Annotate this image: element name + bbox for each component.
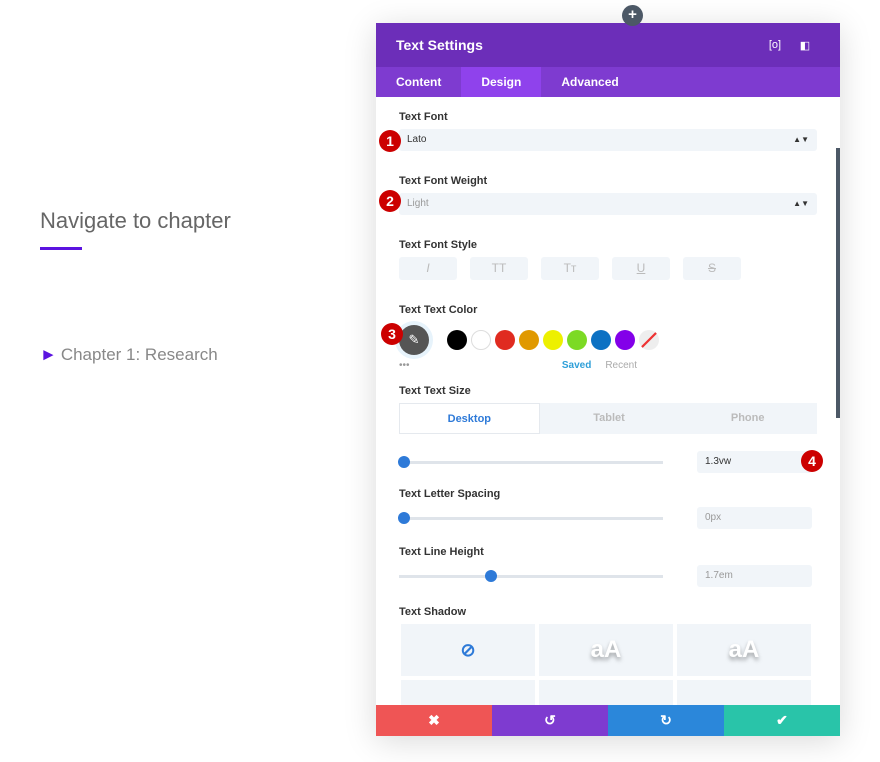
shadow-preset[interactable]: aA	[677, 624, 811, 676]
shadow-preset[interactable]: aA	[539, 624, 673, 676]
add-button[interactable]: +	[622, 5, 643, 26]
italic-button[interactable]: I	[399, 257, 457, 280]
letter-spacing-slider[interactable]	[398, 511, 663, 524]
text-color-label: Text Text Color	[399, 304, 478, 316]
step-badge: 3	[381, 323, 403, 345]
tab-design[interactable]: Design	[461, 67, 542, 97]
strikethrough-button[interactable]: S	[683, 257, 741, 280]
recent-tab[interactable]: Recent	[605, 360, 637, 371]
swatch-blue[interactable]	[591, 330, 611, 350]
swatch-yellow[interactable]	[543, 330, 563, 350]
undo-button[interactable]: ↺	[492, 705, 608, 736]
cancel-button[interactable]: ✖	[376, 705, 492, 736]
eyedropper-icon[interactable]: ✎	[399, 325, 429, 355]
swatch-purple[interactable]	[615, 330, 635, 350]
shadow-preset[interactable]	[539, 680, 673, 705]
text-size-input[interactable]: 1.3vw	[697, 451, 812, 473]
modal-title: Text Settings	[396, 37, 483, 53]
text-size-label: Text Text Size	[399, 385, 471, 397]
title-underline	[40, 247, 82, 250]
font-style-buttons: I TT Tт U S	[399, 257, 817, 280]
underline-button[interactable]: U	[612, 257, 670, 280]
text-settings-modal: Text Settings [o] ◧ Content Design Advan…	[376, 23, 840, 736]
slider-handle[interactable]	[485, 569, 498, 582]
page-title: Navigate to chapter	[40, 208, 231, 233]
no-shadow-icon[interactable]: ⊘	[401, 624, 535, 676]
text-font-weight-value: Light	[407, 198, 429, 209]
text-font-style-label: Text Font Style	[399, 239, 478, 251]
select-arrows-icon: ▲▼	[793, 135, 809, 144]
modal-footer: ✖ ↺ ↻ ✔	[376, 705, 840, 736]
letter-spacing-label: Text Letter Spacing	[399, 488, 501, 500]
smallcaps-button[interactable]: Tт	[541, 257, 599, 280]
shadow-preset[interactable]	[677, 680, 811, 705]
select-arrows-icon: ▲▼	[793, 199, 809, 208]
swatch-orange[interactable]	[519, 330, 539, 350]
line-height-input[interactable]: 1.7em	[697, 565, 812, 587]
saved-tab[interactable]: Saved	[561, 360, 592, 371]
step-badge: 4	[801, 450, 823, 472]
text-font-weight-label: Text Font Weight	[399, 175, 488, 187]
text-font-value: Lato	[407, 134, 427, 145]
device-phone[interactable]: Phone	[730, 412, 765, 424]
sidebar-icon[interactable]: ◧	[799, 39, 811, 52]
swatch-none[interactable]	[639, 330, 659, 350]
swatch-red[interactable]	[495, 330, 515, 350]
more-icon[interactable]: •••	[399, 360, 410, 371]
fullscreen-icon[interactable]: [o]	[768, 39, 782, 51]
slider-handle[interactable]	[398, 455, 411, 468]
settings-body: Text Font Lato ▲▼ Text Font Weight Light ▲…	[376, 97, 840, 705]
text-font-weight-select[interactable]: Light ▲▼	[399, 193, 817, 215]
shadow-preset[interactable]	[401, 680, 535, 705]
tab-advanced[interactable]: Advanced	[561, 75, 619, 89]
device-desktop[interactable]: Desktop	[399, 403, 540, 434]
text-shadow-label: Text Shadow	[399, 606, 467, 618]
line-height-slider[interactable]	[399, 569, 663, 582]
modal-header: Text Settings [o] ◧	[376, 23, 840, 67]
device-tabs: Desktop Tablet Phone	[399, 403, 817, 434]
text-font-label: Text Font	[399, 111, 448, 123]
swatch-white[interactable]	[471, 330, 491, 350]
device-tablet[interactable]: Tablet	[593, 412, 625, 424]
swatch-green[interactable]	[567, 330, 587, 350]
triangle-right-icon: ►	[40, 345, 57, 364]
line-height-label: Text Line Height	[399, 546, 484, 558]
step-badge: 2	[379, 190, 401, 212]
save-button[interactable]: ✔	[724, 705, 840, 736]
text-size-slider[interactable]	[398, 455, 663, 468]
text-font-select[interactable]: Lato ▲▼	[399, 129, 817, 151]
redo-button[interactable]: ↻	[608, 705, 724, 736]
color-swatches: ✎	[399, 322, 817, 358]
letter-spacing-input[interactable]: 0px	[697, 507, 812, 529]
step-badge: 1	[379, 130, 401, 152]
swatch-black[interactable]	[447, 330, 467, 350]
chapter-link[interactable]: ► Chapter 1: Research	[40, 345, 218, 365]
scrollbar[interactable]	[836, 148, 840, 418]
chapter-label: Chapter 1: Research	[60, 345, 218, 364]
uppercase-button[interactable]: TT	[470, 257, 528, 280]
slider-handle[interactable]	[398, 511, 411, 524]
tab-bar: Content Design Advanced	[376, 67, 840, 97]
shadow-presets: ⊘ aA aA	[401, 624, 817, 705]
tab-content[interactable]: Content	[396, 75, 442, 89]
